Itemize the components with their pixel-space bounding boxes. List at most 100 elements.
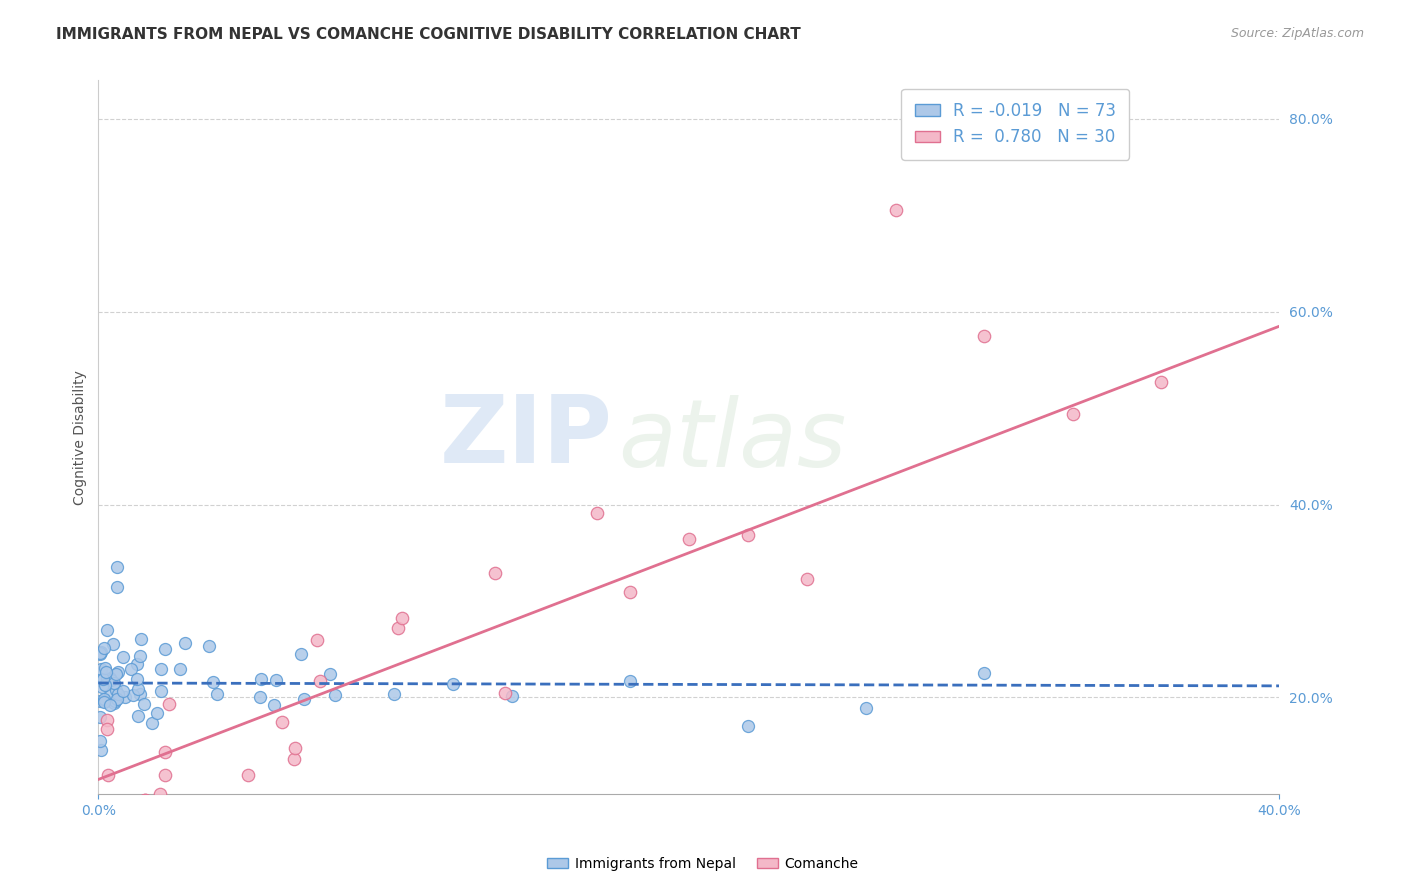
Point: [127, 657, 149, 672]
Point: [146, 706, 169, 721]
Point: [105, 580, 128, 594]
Point: [125, 672, 148, 686]
Point: [973, 665, 995, 680]
Point: [94, 665, 117, 679]
Point: [149, 684, 172, 698]
Point: [103, 694, 125, 708]
Legend: R = -0.019   N = 73, R =  0.780   N = 30: R = -0.019 N = 73, R = 0.780 N = 30: [901, 88, 1129, 160]
Point: [236, 767, 259, 781]
Point: [149, 788, 172, 802]
Point: [93, 695, 115, 709]
Point: [271, 715, 294, 730]
Point: [323, 688, 346, 702]
Point: [737, 719, 759, 733]
Point: [98, 671, 121, 685]
Point: [103, 675, 125, 690]
Point: [96, 623, 118, 637]
Text: Source: ZipAtlas.com: Source: ZipAtlas.com: [1230, 27, 1364, 40]
Point: [387, 621, 409, 635]
Text: IMMIGRANTS FROM NEPAL VS COMANCHE COGNITIVE DISABILITY CORRELATION CHART: IMMIGRANTS FROM NEPAL VS COMANCHE COGNIT…: [56, 27, 801, 42]
Point: [94, 661, 117, 675]
Point: [149, 662, 172, 676]
Point: [122, 688, 145, 702]
Point: [1150, 375, 1173, 389]
Point: [89, 647, 111, 661]
Point: [93, 692, 115, 706]
Point: [855, 701, 877, 715]
Point: [89, 710, 111, 724]
Point: [124, 797, 146, 811]
Point: [114, 690, 136, 705]
Point: [105, 691, 128, 706]
Point: [100, 673, 122, 688]
Point: [249, 690, 271, 704]
Point: [120, 662, 142, 676]
Point: [264, 673, 287, 687]
Point: [98, 687, 121, 701]
Point: [97, 767, 120, 781]
Y-axis label: Cognitive Disability: Cognitive Disability: [73, 369, 87, 505]
Point: [501, 689, 523, 703]
Point: [207, 687, 229, 701]
Point: [129, 632, 152, 646]
Point: [441, 677, 464, 691]
Point: [153, 642, 176, 657]
Point: [89, 694, 111, 708]
Point: [796, 572, 818, 586]
Point: [127, 709, 149, 723]
Point: [292, 692, 315, 706]
Point: [263, 698, 285, 712]
Point: [96, 722, 118, 736]
Point: [111, 650, 134, 665]
Point: [309, 673, 332, 688]
Point: [90, 662, 112, 676]
Legend: Immigrants from Nepal, Comanche: Immigrants from Nepal, Comanche: [541, 851, 865, 876]
Point: [105, 560, 128, 574]
Point: [169, 662, 191, 676]
Text: ZIP: ZIP: [439, 391, 612, 483]
Point: [104, 683, 127, 698]
Point: [90, 645, 112, 659]
Point: [884, 203, 907, 218]
Point: [129, 648, 152, 663]
Point: [134, 793, 156, 807]
Point: [134, 793, 156, 807]
Point: [89, 734, 111, 748]
Point: [1062, 407, 1084, 421]
Point: [153, 767, 176, 781]
Point: [619, 673, 641, 688]
Point: [91, 680, 114, 694]
Point: [319, 667, 342, 681]
Point: [249, 673, 271, 687]
Point: [127, 682, 149, 697]
Point: [619, 584, 641, 599]
Point: [93, 641, 115, 656]
Point: [105, 666, 128, 681]
Point: [128, 687, 150, 701]
Point: [107, 665, 129, 679]
Text: atlas: atlas: [619, 395, 846, 486]
Point: [134, 697, 156, 711]
Point: [94, 678, 117, 692]
Point: [90, 743, 112, 757]
Point: [103, 696, 125, 710]
Point: [284, 740, 307, 755]
Point: [382, 687, 405, 701]
Point: [103, 637, 125, 651]
Point: [91, 672, 114, 686]
Point: [173, 636, 195, 650]
Point: [107, 687, 129, 701]
Point: [96, 671, 118, 685]
Point: [197, 639, 219, 653]
Point: [96, 714, 118, 728]
Point: [391, 611, 413, 625]
Point: [484, 566, 506, 580]
Point: [305, 633, 328, 648]
Point: [585, 506, 607, 520]
Point: [973, 328, 995, 343]
Point: [201, 675, 224, 690]
Point: [93, 694, 115, 708]
Point: [678, 533, 700, 547]
Point: [495, 685, 517, 699]
Point: [141, 716, 163, 731]
